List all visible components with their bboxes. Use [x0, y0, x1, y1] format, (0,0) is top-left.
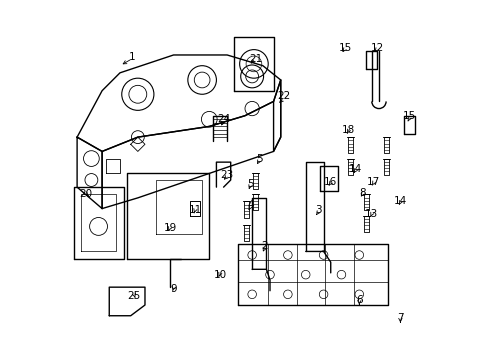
Text: 6: 6	[356, 295, 363, 305]
Text: 5: 5	[247, 179, 254, 189]
Text: 22: 22	[278, 91, 291, 101]
Text: 14: 14	[394, 197, 407, 206]
Text: 3: 3	[315, 205, 321, 215]
Text: 19: 19	[163, 223, 176, 233]
Text: 20: 20	[79, 189, 93, 199]
Text: 18: 18	[342, 125, 355, 135]
Text: 9: 9	[170, 284, 177, 294]
Text: 21: 21	[249, 54, 262, 64]
Text: 24: 24	[217, 114, 230, 124]
Text: 8: 8	[360, 188, 366, 198]
Text: 2: 2	[261, 241, 268, 251]
Text: 16: 16	[324, 177, 337, 187]
Text: 5: 5	[256, 154, 263, 163]
Text: 15: 15	[403, 111, 416, 121]
Text: 25: 25	[127, 291, 141, 301]
Text: 17: 17	[367, 177, 380, 187]
Text: 13: 13	[365, 209, 378, 219]
Text: 11: 11	[188, 205, 201, 215]
Text: 14: 14	[349, 164, 363, 174]
Text: 15: 15	[339, 43, 352, 53]
Text: 1: 1	[129, 52, 136, 62]
Text: 12: 12	[370, 43, 384, 53]
Text: 23: 23	[220, 170, 234, 180]
Text: 10: 10	[214, 270, 226, 280]
Text: 7: 7	[397, 312, 404, 323]
Text: 4: 4	[247, 200, 254, 210]
